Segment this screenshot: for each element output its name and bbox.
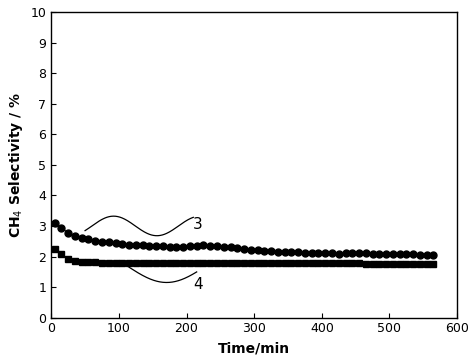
Y-axis label: CH$_4$ Selectivity / %: CH$_4$ Selectivity / % [7,92,25,238]
Text: 3: 3 [193,217,203,232]
Text: 4: 4 [193,277,203,291]
X-axis label: Time/min: Time/min [218,341,290,355]
